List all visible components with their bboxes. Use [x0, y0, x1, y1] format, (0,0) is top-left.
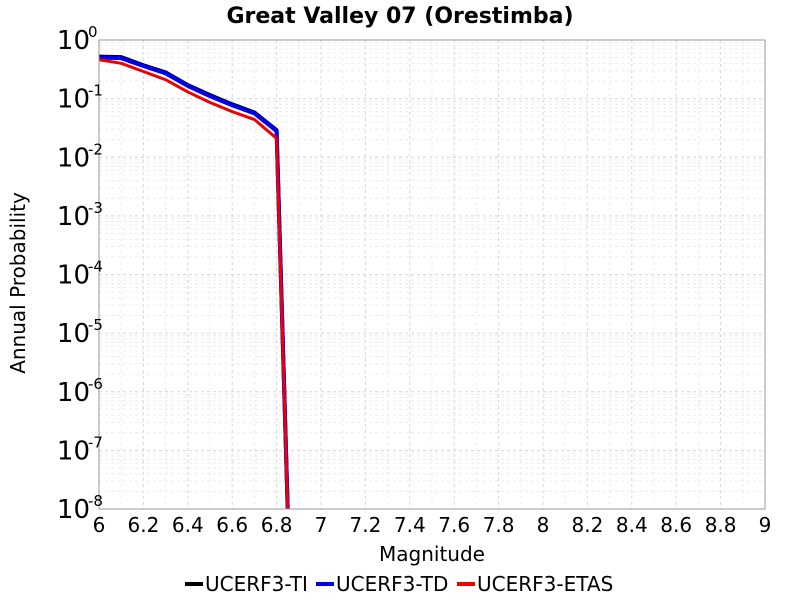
y-tick-label: 10 — [57, 202, 90, 232]
x-tick-label: 8 — [537, 513, 550, 537]
y-tick-exponent: -4 — [88, 258, 103, 276]
legend-label-ucerf3-ti: UCERF3-TI — [205, 572, 308, 596]
y-tick-exponent: -7 — [88, 433, 103, 451]
y-tick-exponent: -3 — [88, 199, 103, 217]
y-tick-label: 10 — [57, 378, 90, 408]
series-line-ucerf3-td — [98, 55, 290, 510]
x-tick-label: 7.8 — [483, 513, 515, 537]
series-layer — [98, 54, 290, 510]
plot-border — [98, 39, 766, 510]
x-tick-label: 7.2 — [349, 513, 381, 537]
x-tick-label: 6.6 — [216, 513, 248, 537]
y-tick-label: 10 — [57, 261, 90, 291]
y-tick-exponent: -2 — [88, 140, 103, 158]
x-tick-label: 7 — [315, 513, 328, 537]
y-tick-label: 10 — [57, 319, 90, 349]
grid — [98, 39, 766, 510]
x-tick-label: 8.4 — [616, 513, 648, 537]
y-tick-label: 10 — [57, 495, 90, 525]
x-tick-label: 6 — [93, 513, 106, 537]
x-ticks: 6 6.2 6.4 6.6 6.8 7 7.2 7.4 7.6 7.8 8 8.2 8.4 8.6 8.8 9 — [93, 513, 772, 537]
y-tick-label: 10 — [57, 26, 90, 56]
legend-label-ucerf3-td: UCERF3-TD — [336, 572, 448, 596]
x-tick-label: 7.4 — [394, 513, 426, 537]
x-tick-label: 8.6 — [660, 513, 692, 537]
y-tick-exponent: -1 — [88, 82, 103, 100]
y-axis-label: Annual Probability — [6, 192, 30, 374]
x-tick-label: 6.2 — [127, 513, 159, 537]
y-tick-label: 10 — [57, 143, 90, 173]
y-tick-exponent: -8 — [88, 492, 103, 510]
y-tick-exponent: 0 — [88, 23, 98, 41]
y-tick-label: 10 — [57, 85, 90, 115]
x-tick-label: 8.8 — [705, 513, 737, 537]
y-tick-label: 10 — [57, 436, 90, 466]
legend-label-ucerf3-etas: UCERF3-ETAS — [477, 572, 613, 596]
x-axis-label: Magnitude — [379, 542, 485, 566]
legend: UCERF3-TI UCERF3-TD UCERF3-ETAS — [185, 572, 613, 596]
x-tick-label: 8.2 — [571, 513, 603, 537]
x-tick-label: 9 — [759, 513, 772, 537]
series-line-ucerf3-etas — [98, 58, 290, 510]
x-tick-label: 6.4 — [172, 513, 204, 537]
chart-title: Great Valley 07 (Orestimba) — [226, 4, 573, 29]
y-tick-exponent: -6 — [88, 375, 103, 393]
x-tick-label: 6.8 — [261, 513, 293, 537]
y-tick-exponent: -5 — [88, 316, 103, 334]
x-tick-label: 7.6 — [438, 513, 470, 537]
